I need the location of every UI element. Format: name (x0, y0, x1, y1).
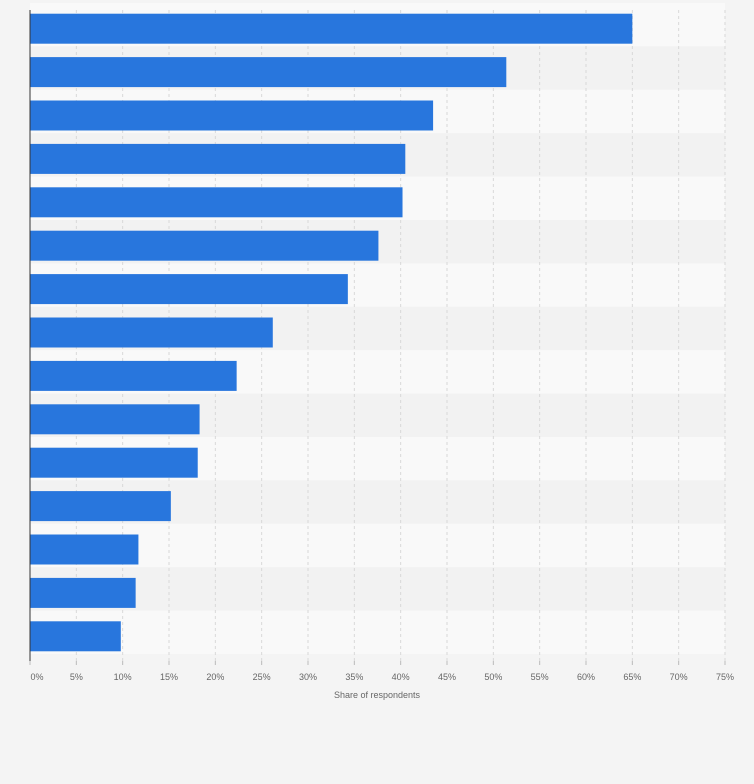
x-tick-label: 65% (623, 672, 641, 682)
bar[interactable] (30, 491, 171, 522)
x-tick-label: 20% (206, 672, 224, 682)
x-tick-label: 75% (716, 672, 734, 682)
bar[interactable] (30, 621, 121, 652)
bar[interactable] (30, 534, 139, 565)
x-tick-label: 0% (30, 672, 43, 682)
x-tick-label: 25% (253, 672, 271, 682)
x-tick-label: 10% (114, 672, 132, 682)
row-band (30, 567, 725, 611)
bar[interactable] (30, 274, 348, 305)
x-tick-label: 50% (484, 672, 502, 682)
bars (30, 13, 633, 652)
x-tick-label: 60% (577, 672, 595, 682)
x-tick-labels: 0% 5% 10% 15% 20% 25% 30% 35% 40% 45% 50% 55% 60% 65%… (29, 661, 734, 682)
bar[interactable] (30, 13, 633, 44)
bar[interactable] (30, 317, 273, 348)
row-band (30, 523, 725, 568)
bar[interactable] (30, 404, 200, 435)
bar[interactable] (30, 577, 136, 608)
x-tick-label: 45% (438, 672, 456, 682)
bar[interactable] (30, 187, 403, 218)
x-tick-label: 5% (70, 672, 83, 682)
x-tick-label: 55% (531, 672, 549, 682)
bar[interactable] (30, 447, 198, 478)
row-band (30, 610, 725, 654)
x-tick-label: 40% (392, 672, 410, 682)
bar[interactable] (30, 360, 237, 391)
x-tick-label: 35% (345, 672, 363, 682)
bar[interactable] (30, 100, 434, 131)
x-tick-label: 15% (160, 672, 178, 682)
bar[interactable] (30, 57, 507, 88)
bar[interactable] (30, 230, 379, 261)
bar[interactable] (30, 143, 406, 174)
x-axis-label: Share of respondents (334, 690, 421, 700)
x-tick-label: 30% (299, 672, 317, 682)
x-tick-label: 70% (670, 672, 688, 682)
